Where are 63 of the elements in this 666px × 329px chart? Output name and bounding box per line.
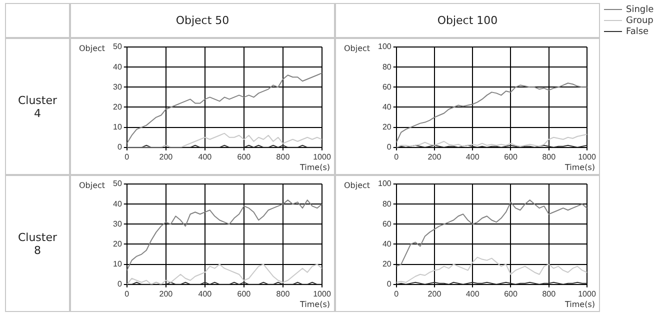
y-tick-label: 50 [112,179,122,188]
x-axis-title: Time(s) [564,163,595,172]
x-tick-label: 0 [124,289,130,298]
x-tick-label: 200 [428,152,442,162]
legend-label: Single [625,4,654,15]
x-tick-label: 800 [276,289,290,298]
x-tick-label: 1000 [578,152,596,162]
y-tick-label: 0 [117,142,122,152]
x-tick-label: 400 [466,152,480,162]
y-tick-label: 30 [112,219,122,228]
x-axis-title: Time(s) [564,300,595,310]
y-tick-label: 80 [382,62,392,72]
y-tick-label: 20 [382,260,392,269]
y-tick-label: 40 [112,62,122,72]
x-tick-label: 1000 [313,152,332,162]
x-tick-label: 800 [276,152,290,162]
text: Cluster 4 [18,94,58,120]
y-tick-label: 60 [382,82,392,92]
x-tick-label: 800 [542,152,556,162]
legend-label: False [625,26,650,37]
y-tick-label: 40 [112,199,122,208]
x-tick-label: 200 [428,289,442,298]
legend-label: Group [625,15,654,26]
y-tick-label: 0 [117,280,122,289]
y-tick-label: 20 [112,239,122,248]
y-tick-label: 100 [378,179,392,188]
x-tick-label: 200 [159,289,174,298]
x-axis-title: Time(s) [299,300,330,310]
chart-title: Object 100 [335,3,600,38]
text: Cluster 8 [18,230,58,256]
y-tick-label: 60 [382,219,392,228]
y-tick-label: 40 [382,102,392,112]
y-axis-title: Object [79,44,106,54]
x-tick-label: 0 [394,152,400,162]
x-tick-label: 400 [198,152,212,162]
y-tick-label: 20 [112,102,122,112]
x-tick-label: 600 [237,152,252,162]
x-tick-label: 400 [198,289,212,298]
y-tick-label: 10 [112,122,122,132]
y-tick-label: 50 [112,42,122,52]
x-tick-label: 1000 [313,289,332,298]
x-tick-label: 600 [504,289,518,298]
y-tick-label: 20 [382,122,392,132]
x-axis-title: Time(s) [299,163,330,172]
y-axis-title: Object [344,181,370,190]
y-axis-title: Object [79,181,106,190]
y-tick-label: 0 [386,280,392,289]
x-tick-label: 1000 [578,289,596,298]
y-tick-label: 40 [382,239,392,248]
y-tick-label: 30 [112,82,122,92]
y-tick-label: 80 [382,199,392,208]
x-tick-label: 200 [159,152,174,162]
x-tick-label: 0 [124,152,130,162]
x-tick-label: 0 [394,289,400,298]
chart-title: Object 50 [70,3,335,38]
y-tick-label: 100 [378,42,392,52]
x-tick-label: 800 [542,289,556,298]
y-tick-label: 10 [112,260,122,269]
x-tick-label: 600 [504,152,518,162]
x-tick-label: 400 [466,289,480,298]
y-tick-label: 0 [386,142,392,152]
y-axis-title: Object [344,44,370,54]
x-tick-label: 600 [237,289,252,298]
